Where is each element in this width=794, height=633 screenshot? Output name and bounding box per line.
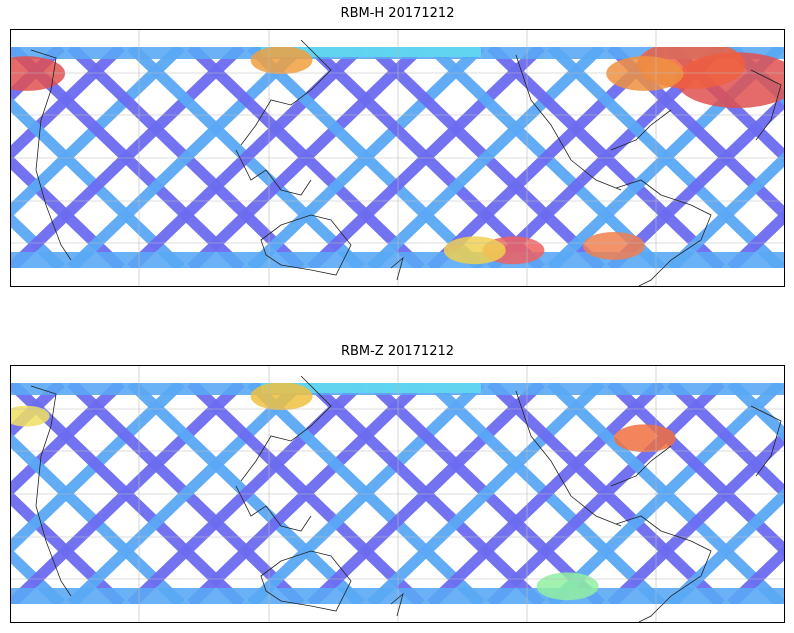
coastline [750, 69, 782, 141]
swath-descending [187, 47, 425, 268]
hotspot [536, 572, 599, 601]
swath-descending [727, 545, 784, 604]
swath-descending [67, 383, 305, 604]
hotspot [250, 383, 313, 411]
swath-ascending [667, 383, 784, 500]
coastline [750, 405, 782, 477]
swath-edge-south [11, 252, 784, 268]
swath-descending [367, 47, 605, 268]
swath-ascending [11, 212, 65, 268]
swath-descending [127, 383, 365, 604]
hotspot [583, 231, 645, 260]
swath-descending [11, 383, 125, 497]
swath-map [11, 366, 784, 622]
swath-descending [67, 47, 305, 268]
coastline [235, 485, 312, 532]
hotspot [250, 47, 313, 75]
swath-descending [127, 47, 365, 268]
swath-descending [607, 430, 784, 604]
panel-title: RBM-H 20171212 [340, 6, 455, 21]
coastline [615, 515, 712, 622]
swath-layer [11, 383, 784, 604]
swath-descending [187, 383, 425, 604]
swath-descending [727, 209, 784, 268]
swath-descending [487, 383, 725, 604]
coastline [30, 385, 72, 597]
coastline [260, 214, 352, 276]
coastline [610, 109, 672, 151]
swath-descending [11, 47, 125, 161]
swath-layer [11, 47, 784, 268]
coastline [30, 49, 72, 261]
swath-descending [247, 47, 485, 268]
hotspot [606, 56, 684, 91]
coastline [260, 550, 352, 612]
swath-ascending [11, 548, 65, 604]
coastline [235, 149, 312, 196]
coastline [390, 256, 404, 281]
hotspot [613, 424, 676, 453]
swath-map [11, 30, 784, 286]
hotspot [443, 236, 506, 265]
coastline [515, 390, 622, 527]
swath-descending [247, 383, 485, 604]
coastline [515, 54, 622, 191]
panel-title: RBM-Z 20171212 [340, 344, 455, 359]
swath-descending [607, 94, 784, 268]
swath-ascending [11, 154, 125, 268]
swath-ascending [11, 490, 125, 604]
coastline [615, 179, 712, 286]
swath-edge-south [11, 588, 784, 604]
swath-descending [11, 383, 185, 554]
swath-descending [367, 383, 605, 604]
hotspot [11, 56, 66, 91]
swath-descending [307, 383, 545, 604]
coastline [240, 375, 332, 482]
swath-descending [11, 383, 245, 604]
swath-descending [667, 487, 784, 604]
map-rbm-z [10, 365, 785, 623]
swath-descending [547, 383, 784, 604]
swath-descending [667, 151, 784, 268]
coastline [610, 445, 672, 487]
swath-descending [11, 47, 245, 268]
swath-ascending [727, 383, 784, 442]
swath-descending [307, 47, 545, 268]
hotspot [11, 405, 50, 427]
swath-light-strip [261, 47, 481, 57]
coastline [240, 39, 332, 146]
map-rbm-h [10, 29, 785, 287]
swath-descending [11, 47, 185, 218]
swath-light-strip [261, 383, 481, 393]
coastline [390, 592, 404, 617]
swath-descending [427, 383, 665, 604]
